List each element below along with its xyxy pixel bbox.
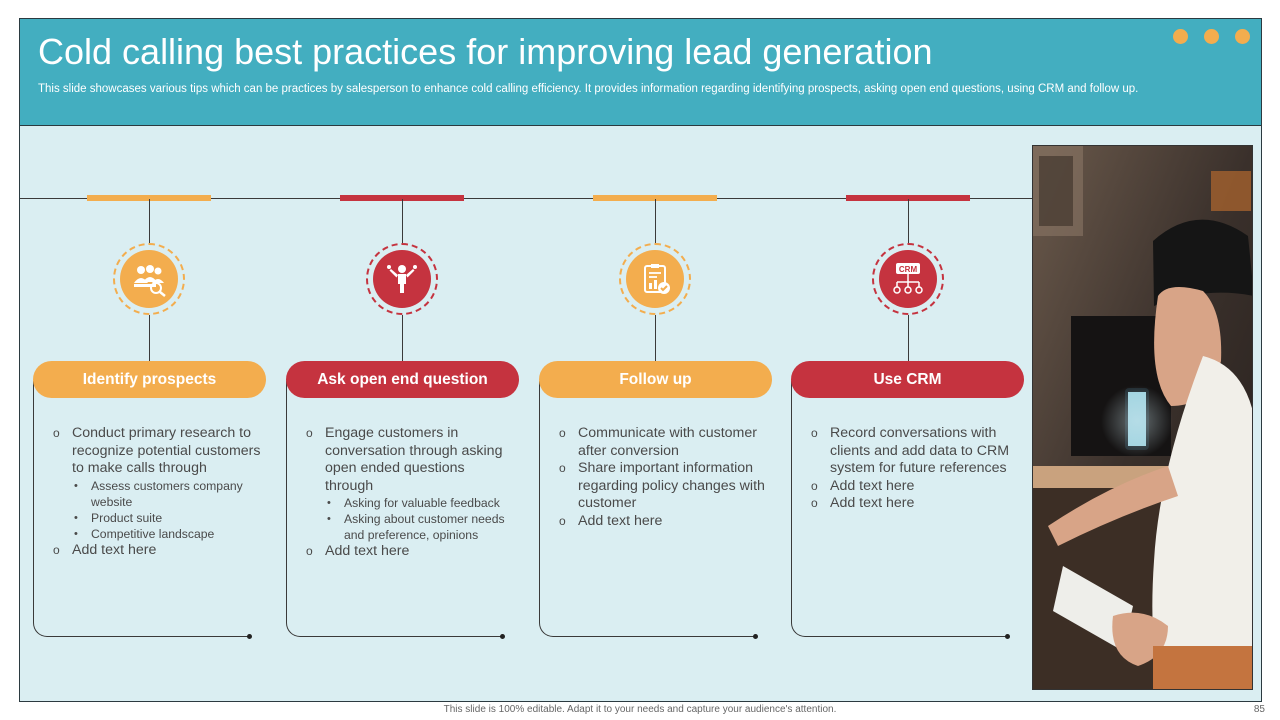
column-content: Communicate with customer after conversi…: [559, 425, 769, 530]
column-content: Record conversations with clients and ad…: [811, 425, 1021, 513]
list-item: Add text here: [811, 478, 1021, 496]
connector-line: [402, 199, 403, 247]
decorative-dots: [1173, 29, 1250, 44]
sub-list-item: Competitive landscape: [72, 526, 263, 542]
column-content: Engage customers in conversation through…: [306, 425, 516, 561]
column-frame: [286, 381, 505, 639]
dot-icon: [1173, 29, 1188, 44]
clipboard-chart-icon: [626, 250, 684, 308]
team-search-icon: [120, 250, 178, 308]
sub-list-item: Product suite: [72, 510, 263, 526]
timeline-accent: [846, 195, 970, 201]
slide: Cold calling best practices for improvin…: [19, 18, 1262, 702]
column-title-follow-up: Follow up: [539, 361, 772, 398]
list-item: Engage customers in conversation through…: [306, 425, 516, 543]
column-frame: [791, 381, 1010, 639]
sub-list-item: Asking about customer needs and preferen…: [325, 511, 516, 543]
connector-line: [149, 199, 150, 247]
sub-list-item: Asking for valuable feedback: [325, 495, 516, 511]
list-item: Share important information regarding po…: [559, 460, 769, 513]
crm-label: CRM: [899, 265, 918, 274]
list-item: Add text here: [53, 542, 263, 560]
person-with-phone-photo: [1032, 145, 1253, 690]
connector-line: [908, 199, 909, 247]
timeline-accent: [87, 195, 211, 201]
timeline-accent: [340, 195, 464, 201]
column-frame: [33, 381, 252, 639]
slide-title: Cold calling best practices for improvin…: [38, 31, 933, 72]
connector-line: [402, 315, 403, 361]
list-item: Add text here: [306, 543, 516, 561]
icon-ring: [619, 243, 691, 315]
dot-icon: [1235, 29, 1250, 44]
connector-line: [655, 315, 656, 361]
list-item: Conduct primary research to recognize po…: [53, 425, 263, 542]
connector-line: [149, 315, 150, 361]
icon-ring: [113, 243, 185, 315]
icon-ring: CRM: [872, 243, 944, 315]
header-banner: Cold calling best practices for improvin…: [20, 19, 1261, 126]
list-item: Communicate with customer after conversi…: [559, 425, 769, 460]
presenter-icon: [373, 250, 431, 308]
slide-subtitle: This slide showcases various tips which …: [38, 83, 1139, 95]
footer-note: This slide is 100% editable. Adapt it to…: [443, 704, 837, 715]
sub-list-item: Assess customers company website: [72, 478, 263, 510]
connector-line: [655, 199, 656, 247]
icon-ring: [366, 243, 438, 315]
column-title-identify-prospects: Identify prospects: [33, 361, 266, 398]
page-number: 85: [1253, 704, 1265, 715]
crm-network-icon: CRM: [879, 250, 937, 308]
column-content: Conduct primary research to recognize po…: [53, 425, 263, 559]
dot-icon: [1204, 29, 1219, 44]
column-title-ask-open-end-question: Ask open end question: [286, 361, 519, 398]
list-item: Add text here: [811, 495, 1021, 513]
column-title-use-crm: Use CRM: [791, 361, 1024, 398]
list-item: Add text here: [559, 513, 769, 531]
list-item: Record conversations with clients and ad…: [811, 425, 1021, 478]
column-frame: [539, 381, 758, 639]
connector-line: [908, 315, 909, 361]
timeline-line: [20, 198, 1032, 199]
timeline-accent: [593, 195, 717, 201]
